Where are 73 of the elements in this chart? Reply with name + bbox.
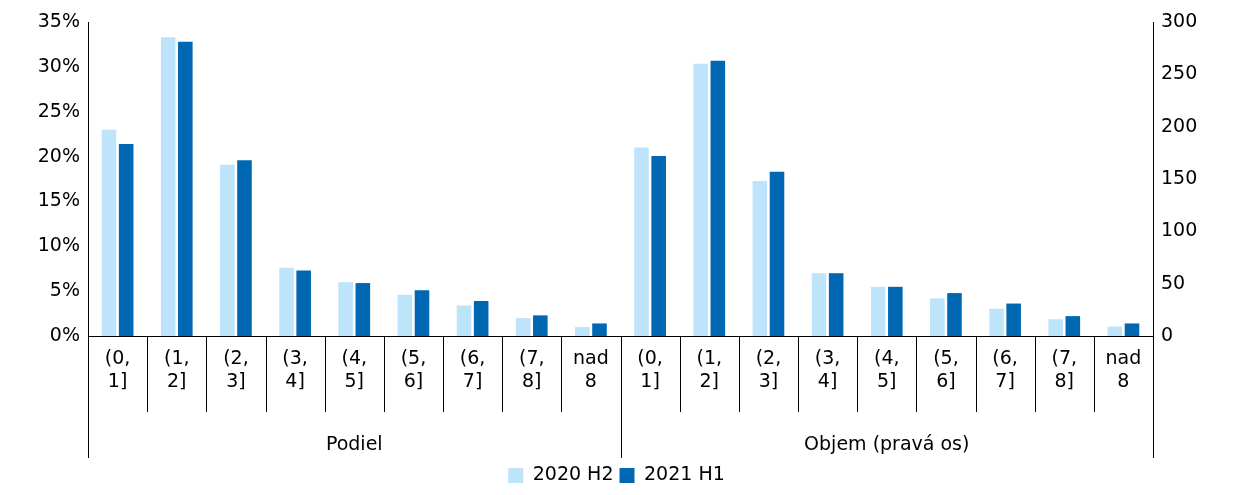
bar <box>1124 323 1140 336</box>
bar <box>355 283 371 336</box>
bar <box>220 164 235 336</box>
bar <box>1107 326 1123 336</box>
bar <box>456 305 472 336</box>
x-tick-label: (0, 1] <box>637 346 663 392</box>
y2-tick-label: 150 <box>1161 165 1198 188</box>
bar <box>160 37 176 336</box>
bar <box>178 41 193 336</box>
bar <box>1065 316 1081 336</box>
bar <box>279 267 294 336</box>
bar <box>296 270 311 336</box>
x-tick-label: (1, 2] <box>163 346 190 392</box>
y2-tick-label: 100 <box>1161 218 1198 241</box>
bar <box>634 147 649 336</box>
bar <box>533 315 548 336</box>
y-tick-label: 20% <box>37 143 80 166</box>
y-tick-label: 0% <box>49 322 80 345</box>
y-tick-label: 35% <box>37 8 80 31</box>
bar <box>118 144 134 336</box>
x-tick-label: nad 8 <box>573 346 609 392</box>
y2-tick-label: 50 <box>1161 270 1186 293</box>
bar <box>101 129 117 336</box>
bar <box>414 290 430 336</box>
x-tick-label: (0, 1] <box>104 346 131 392</box>
bar <box>592 323 607 336</box>
bar <box>930 298 945 336</box>
x-tick-label: (2, 3] <box>755 346 782 392</box>
x-tick-label: (4, 5] <box>341 346 368 392</box>
bar <box>828 273 844 336</box>
bar <box>752 181 768 336</box>
bar <box>811 273 827 336</box>
y-tick-label: 30% <box>37 53 80 76</box>
bar <box>651 155 666 336</box>
bar <box>769 171 785 336</box>
y2-tick-label: 250 <box>1161 61 1198 84</box>
x-tick-label: (6, 7] <box>992 346 1018 392</box>
y-tick-label: 5% <box>49 278 80 301</box>
bar <box>710 60 726 336</box>
bar <box>947 293 962 336</box>
bar <box>870 286 886 336</box>
y-tick-label: 10% <box>37 233 80 256</box>
bar <box>515 318 531 336</box>
bar <box>1006 303 1021 336</box>
text: Podiel <box>325 431 383 454</box>
bar <box>473 301 489 336</box>
legend-label: 2020 H2 <box>532 462 614 485</box>
y-tick-label: 25% <box>37 98 80 121</box>
text: Objem (pravá os) <box>804 431 970 454</box>
bar <box>575 327 590 336</box>
x-tick-label: (6, 7] <box>459 346 486 392</box>
x-tick-label: (1, 2] <box>696 346 723 392</box>
bar <box>237 160 252 336</box>
x-tick-label: (4, 5] <box>873 346 900 392</box>
x-tick-label: (7, 8] <box>518 346 545 392</box>
x-tick-label: nad 8 <box>1105 346 1142 392</box>
x-tick-label: (5, 6] <box>400 346 427 392</box>
bar <box>338 282 353 336</box>
y2-tick-label: 300 <box>1161 8 1198 31</box>
x-tick-label: (3, 4] <box>282 346 308 392</box>
bar <box>888 286 903 336</box>
x-tick-label: (7, 8] <box>1051 346 1078 392</box>
x-tick-label: (5, 6] <box>933 346 959 392</box>
y-tick-label: 15% <box>37 188 80 211</box>
x-tick-label: (3, 4] <box>814 346 841 392</box>
bar <box>693 63 708 336</box>
y2-tick-label: 0 <box>1161 322 1174 345</box>
bar <box>397 294 413 336</box>
bar <box>989 308 1004 336</box>
legend-label: 2021 H1 <box>644 462 725 485</box>
y2-tick-label: 200 <box>1161 113 1198 136</box>
x-tick-label: (2, 3] <box>223 346 249 392</box>
bar <box>1048 319 1063 336</box>
